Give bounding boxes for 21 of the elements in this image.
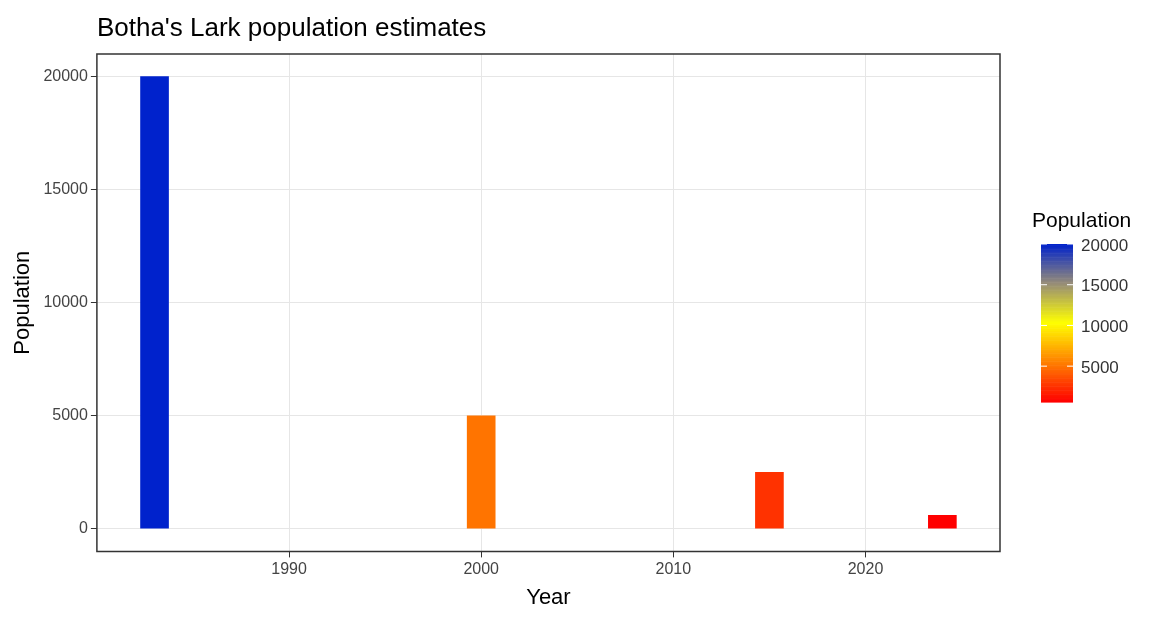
- x-axis-title: Year: [526, 583, 571, 609]
- y-tick-label: 5000: [52, 406, 88, 424]
- bar: [928, 514, 957, 529]
- color-bar-label: 20000: [1081, 235, 1129, 255]
- y-axis-title: Population: [9, 250, 35, 355]
- color-bar-label: 10000: [1081, 317, 1129, 337]
- color-bar-title: Population: [1032, 208, 1132, 231]
- bar: [140, 76, 169, 529]
- y-tick-label: 15000: [43, 180, 88, 198]
- x-tick-label: 2000: [463, 560, 500, 578]
- y-tick-label: 20000: [43, 67, 88, 85]
- x-tick-label: 1990: [271, 560, 307, 578]
- chart-title: Botha's Lark population estimates: [96, 12, 487, 42]
- bar: [466, 415, 496, 529]
- y-tick-label: 10000: [43, 293, 88, 311]
- color-bar-label: 15000: [1081, 276, 1129, 296]
- bar: [755, 471, 784, 529]
- x-tick-label: 2020: [847, 560, 884, 578]
- color-bar-label: 5000: [1081, 357, 1119, 377]
- x-tick-label: 2010: [655, 560, 692, 578]
- y-tick-label: 0: [78, 519, 88, 537]
